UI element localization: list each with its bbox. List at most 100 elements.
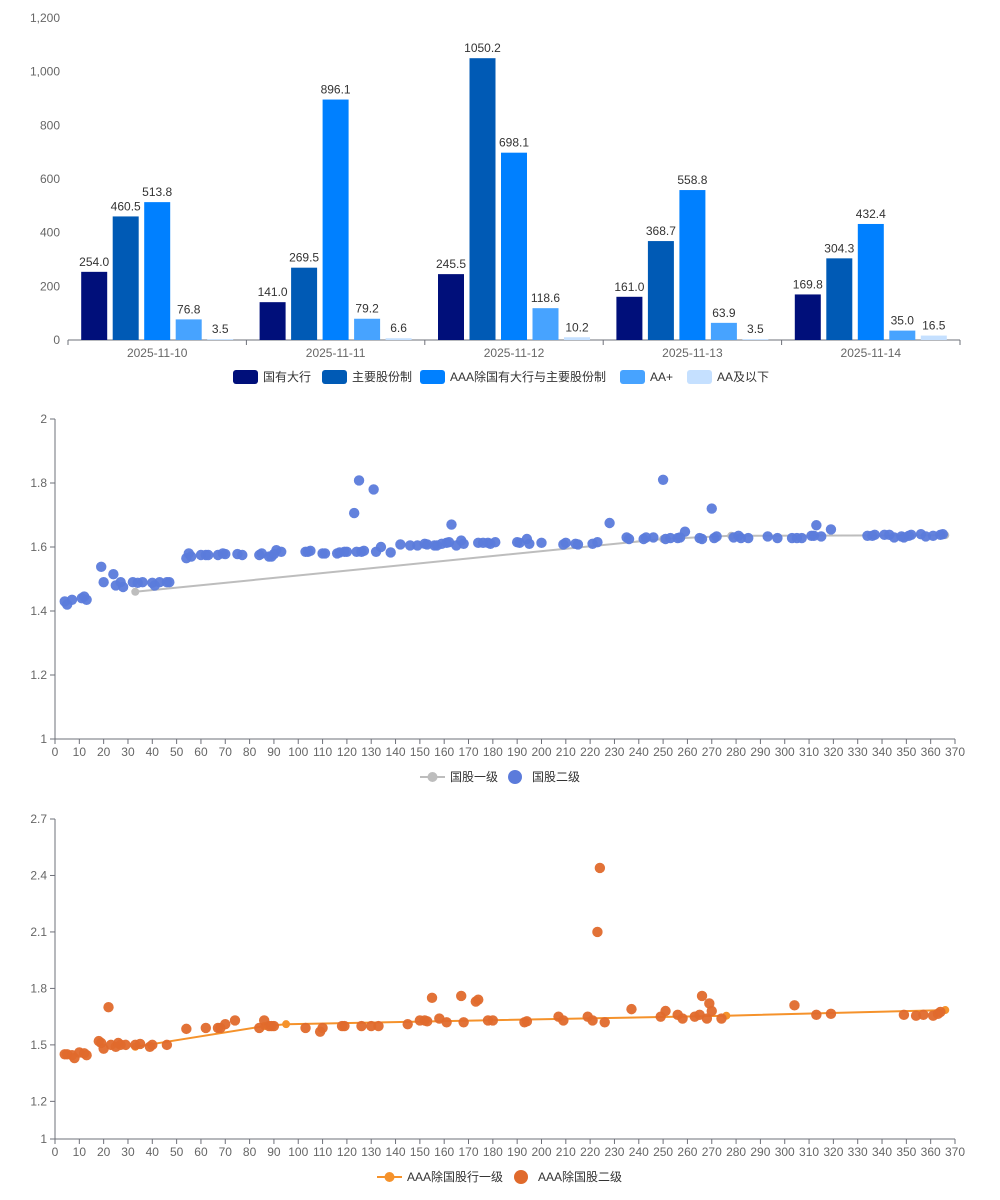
x-tick-label: 170 <box>458 745 478 759</box>
x-tick-label: 270 <box>702 1145 722 1159</box>
x-tick-label: 140 <box>386 1145 406 1159</box>
y-tick-label: 600 <box>40 172 60 186</box>
scatter-point <box>473 994 484 1005</box>
bar <box>826 258 853 340</box>
bar <box>175 319 202 340</box>
scatter-point <box>268 1020 280 1032</box>
scatter-point <box>373 1020 384 1032</box>
x-tick-label: 20 <box>97 745 111 759</box>
scatter-point <box>604 517 615 529</box>
scatter-point <box>648 532 659 543</box>
scatter-point <box>825 524 837 535</box>
scatter-point <box>81 594 92 605</box>
bar-data-label: 16.5 <box>922 319 946 333</box>
y-tick-label: 1,000 <box>30 65 60 79</box>
scatter-point <box>356 1020 367 1032</box>
x-tick-label: 220 <box>580 745 600 759</box>
x-tick-label: 100 <box>288 1145 308 1159</box>
x-tick-label: 90 <box>267 1145 281 1159</box>
scatter-point <box>811 520 822 531</box>
scatter-point <box>935 1006 946 1018</box>
x-tick-label: 330 <box>848 1145 868 1159</box>
scatter-point <box>677 1013 688 1024</box>
x-tick-label: 80 <box>243 745 257 759</box>
x-tick-label: 40 <box>146 1145 160 1159</box>
x-tick-label: 360 <box>921 745 941 759</box>
scatter-point <box>816 531 827 542</box>
x-tick-label: 300 <box>775 745 795 759</box>
y-tick-label: 1.2 <box>30 668 47 682</box>
legend-label: AAA除国股行一级 <box>407 1169 503 1184</box>
scatter-point <box>587 1015 598 1026</box>
scatter-point <box>657 474 669 485</box>
legend-swatch <box>508 770 522 784</box>
x-tick-label: 50 <box>170 1145 184 1159</box>
x-tick-label: 160 <box>434 1145 454 1159</box>
line-point <box>131 587 140 596</box>
x-tick-label: 240 <box>629 1145 649 1159</box>
scatter-point <box>918 1009 929 1020</box>
x-tick-label: 130 <box>361 1145 381 1159</box>
x-tick-label: 2025-11-12 <box>484 346 545 360</box>
bar <box>889 330 916 340</box>
scatter-point <box>869 529 880 541</box>
scatter-point <box>358 545 370 557</box>
scatter-point <box>937 529 949 540</box>
scatter-point <box>117 581 129 593</box>
scatter-point <box>572 539 584 550</box>
y-tick-label: 1,200 <box>30 11 60 25</box>
scatter-point <box>220 1018 231 1030</box>
scatter-point <box>366 1020 377 1032</box>
y-tick-label: 0 <box>53 333 60 347</box>
scatter-point <box>458 1017 469 1028</box>
y-tick-label: 1 <box>40 1132 47 1146</box>
legend-swatch <box>384 1172 395 1182</box>
y-tick-label: 1 <box>40 732 47 746</box>
y-tick-label: 1.4 <box>30 604 47 618</box>
scatter-point <box>640 532 652 543</box>
y-tick-label: 2.1 <box>30 925 47 939</box>
scatter-point <box>96 561 107 573</box>
x-tick-label: 2025-11-11 <box>306 346 366 360</box>
bar-data-label: 79.2 <box>355 302 379 316</box>
x-tick-label: 80 <box>243 1145 257 1159</box>
legend-swatch <box>687 370 712 384</box>
x-tick-label: 300 <box>775 1145 795 1159</box>
scatter-point <box>375 541 387 553</box>
legend-label: AA+ <box>650 370 673 384</box>
bar <box>469 58 496 340</box>
x-tick-label: 60 <box>194 1145 208 1159</box>
legend-label: 国股一级 <box>450 770 498 784</box>
y-tick-label: 1.5 <box>30 1038 47 1052</box>
bar <box>616 296 643 340</box>
scatter-point <box>558 1015 569 1026</box>
scatter-point <box>339 1020 350 1032</box>
scatter-point <box>181 1023 192 1035</box>
bar-data-label: 558.8 <box>677 173 707 187</box>
scatter-point <box>317 1022 328 1034</box>
scatter-point <box>706 503 717 514</box>
x-tick-label: 200 <box>531 1145 551 1159</box>
scatter-point <box>456 990 467 1002</box>
scatter-point <box>446 519 457 530</box>
bar <box>742 339 769 340</box>
bar-data-label: 513.8 <box>142 185 172 199</box>
x-tick-label: 10 <box>73 1145 87 1159</box>
scatter-point <box>154 577 165 588</box>
scatter-chart-1: 11.21.41.61.820 10 20 30 40 50 60 70 80 90 100 110 1… <box>30 412 965 784</box>
bar-data-label: 368.7 <box>646 224 676 238</box>
x-tick-label: 40 <box>146 745 160 759</box>
x-tick-label: 250 <box>653 1145 673 1159</box>
x-tick-label: 190 <box>507 745 527 759</box>
bar <box>438 274 464 340</box>
scatter-point <box>200 1022 212 1034</box>
x-tick-label: 180 <box>483 1145 503 1159</box>
y-tick-label: 1.6 <box>30 540 47 554</box>
bar-data-label: 3.5 <box>212 322 229 336</box>
x-tick-label: 330 <box>848 745 868 759</box>
scatter-chart-2: 1 1.2 1.5 1.8 2.1 2.4 2.7 0 10 20 30 40 50 60 70 80 90 10… <box>30 812 965 1184</box>
bar-data-label: 63.9 <box>712 306 736 320</box>
scatter-point <box>186 551 197 562</box>
x-tick-label: 0 <box>52 1145 59 1159</box>
